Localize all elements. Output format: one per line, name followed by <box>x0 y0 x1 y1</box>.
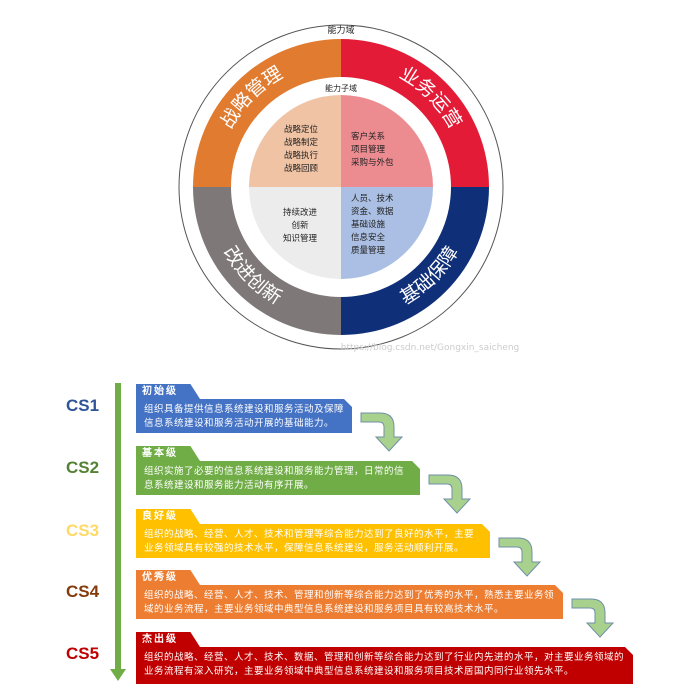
curved-arrow-icon <box>571 598 615 638</box>
level-description: 组织的战略、经营、人才、技术和管理等综合能力达到了良好的水平，主要业务领域具有较… <box>136 524 490 558</box>
level-code: CS5 <box>66 644 100 663</box>
subdomain-item: 持续改进 <box>283 207 318 218</box>
level-code: CS3 <box>66 521 100 540</box>
curved-arrow-icon <box>360 412 404 452</box>
level-description: 组织的战略、经营、人才、技术、数据、管理和创新等综合能力达到了行业内先进的水平，… <box>136 647 633 684</box>
subdomain-item: 创新 <box>291 220 309 231</box>
subdomain-item: 战略定位 <box>284 124 319 135</box>
level-code: CS2 <box>66 458 100 477</box>
subdomain-item: 客户关系 <box>351 131 385 142</box>
subdomain-item: 项目管理 <box>351 144 386 155</box>
domain-segment <box>193 39 341 187</box>
level-title: 杰出级 <box>136 632 200 647</box>
level-description: 组织的战略、经营、人才、技术、管理和创新等综合能力达到了优秀的水平，熟悉主要业务… <box>136 585 563 619</box>
subdomain-item: 战略制定 <box>284 137 319 148</box>
domain-segment <box>341 39 489 187</box>
capability-wheel: 战略管理战略定位战略制定战略执行战略回顾业务运营客户关系项目管理采购与外包基础保… <box>178 24 520 353</box>
subdomain-item: 质量管理 <box>351 245 386 256</box>
subdomain-sector <box>341 187 433 279</box>
level-title: 基本级 <box>136 446 200 461</box>
domain-segment <box>193 187 341 335</box>
watermark: https://blog.csdn.net/Gongxin_saicheng <box>341 343 520 353</box>
level-description: 组织具备提供信息系统建设和服务活动及保障信息系统建设和服务活动开展的基础能力。 <box>136 399 352 433</box>
subdomain-item: 资金、数据 <box>351 206 394 217</box>
level-title: 优秀级 <box>136 570 200 585</box>
subdomain-item: 人员、技术 <box>351 193 394 204</box>
subdomain-sector <box>249 187 341 279</box>
subdomain-item: 采购与外包 <box>351 157 394 168</box>
subdomain-item: 战略回顾 <box>284 163 319 174</box>
level-title: 初始级 <box>136 384 200 399</box>
subdomain-sector <box>341 95 433 187</box>
curved-arrow-icon <box>498 537 542 577</box>
arrow-down-icon <box>110 669 126 681</box>
subdomain-item: 知识管理 <box>283 233 318 244</box>
level-code: CS1 <box>66 396 100 415</box>
subdomain-sector <box>249 95 341 187</box>
curved-arrow-icon <box>428 474 472 514</box>
subdomain-item: 战略执行 <box>284 150 319 161</box>
inner-label: 能力子域 <box>325 83 357 93</box>
subdomain-item: 信息安全 <box>351 232 386 243</box>
outer-label: 能力域 <box>327 24 354 36</box>
subdomain-item: 基础设施 <box>351 219 386 230</box>
level-code: CS4 <box>66 582 100 601</box>
domain-segment <box>341 187 489 335</box>
progress-line <box>115 383 121 671</box>
outer-circle <box>178 24 504 350</box>
level-title: 良好级 <box>136 509 200 524</box>
level-description: 组织实施了必要的信息系统建设和服务能力管理，日常的信息系统建设和服务能力活动有序… <box>136 461 420 495</box>
